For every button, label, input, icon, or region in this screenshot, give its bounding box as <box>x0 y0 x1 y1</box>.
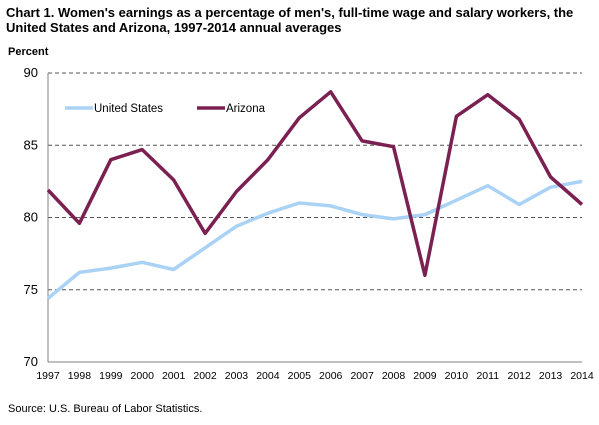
y-tick-label: 80 <box>24 210 38 225</box>
y-tick-label: 70 <box>24 354 38 369</box>
series-lines <box>46 90 584 300</box>
x-tick-label: 2008 <box>382 370 406 382</box>
gridlines <box>48 72 582 291</box>
x-tick-label: 2014 <box>570 370 594 382</box>
y-tick-label: 75 <box>24 282 38 297</box>
x-tick-label: 2004 <box>256 370 280 382</box>
y-tick-label: 85 <box>24 137 38 152</box>
x-tick-label: 2012 <box>507 370 531 382</box>
x-tick-label: 2007 <box>350 370 374 382</box>
x-tick-label: 1999 <box>99 370 123 382</box>
x-tick-label: 2005 <box>288 370 312 382</box>
legend: United States Arizona <box>65 103 266 115</box>
chart-title: Chart 1. Women's earnings as a percentag… <box>6 5 574 35</box>
x-tick-label: 2001 <box>162 370 186 382</box>
x-tick-label: 2006 <box>319 370 343 382</box>
x-tick-label: 2010 <box>445 370 469 382</box>
legend-label: Arizona <box>226 103 266 115</box>
x-tick-label: 2013 <box>539 370 563 382</box>
y-tick-labels: 70 75 80 85 90 <box>24 65 38 369</box>
legend-label: United States <box>94 103 163 115</box>
x-tick-label: 2009 <box>413 370 437 382</box>
y-axis-label: Percent <box>8 46 49 58</box>
x-tick-label: 2003 <box>225 370 249 382</box>
series-line-arizona <box>46 90 584 278</box>
x-tick-label: 2011 <box>476 370 499 382</box>
x-tick-label: 2002 <box>193 370 217 382</box>
x-tick-label: 1998 <box>68 370 92 382</box>
x-tick-label: 1997 <box>36 370 60 382</box>
y-tick-label: 90 <box>24 65 38 80</box>
x-tick-labels: 1997 1998 1999 2000 2001 2002 2003 2004 2005 2006… <box>36 370 594 382</box>
axes <box>47 73 582 363</box>
source-note: Source: U.S. Bureau of Labor Statistics. <box>8 403 203 415</box>
series-line-united-states <box>46 179 583 300</box>
x-tick-label: 2000 <box>131 370 155 382</box>
